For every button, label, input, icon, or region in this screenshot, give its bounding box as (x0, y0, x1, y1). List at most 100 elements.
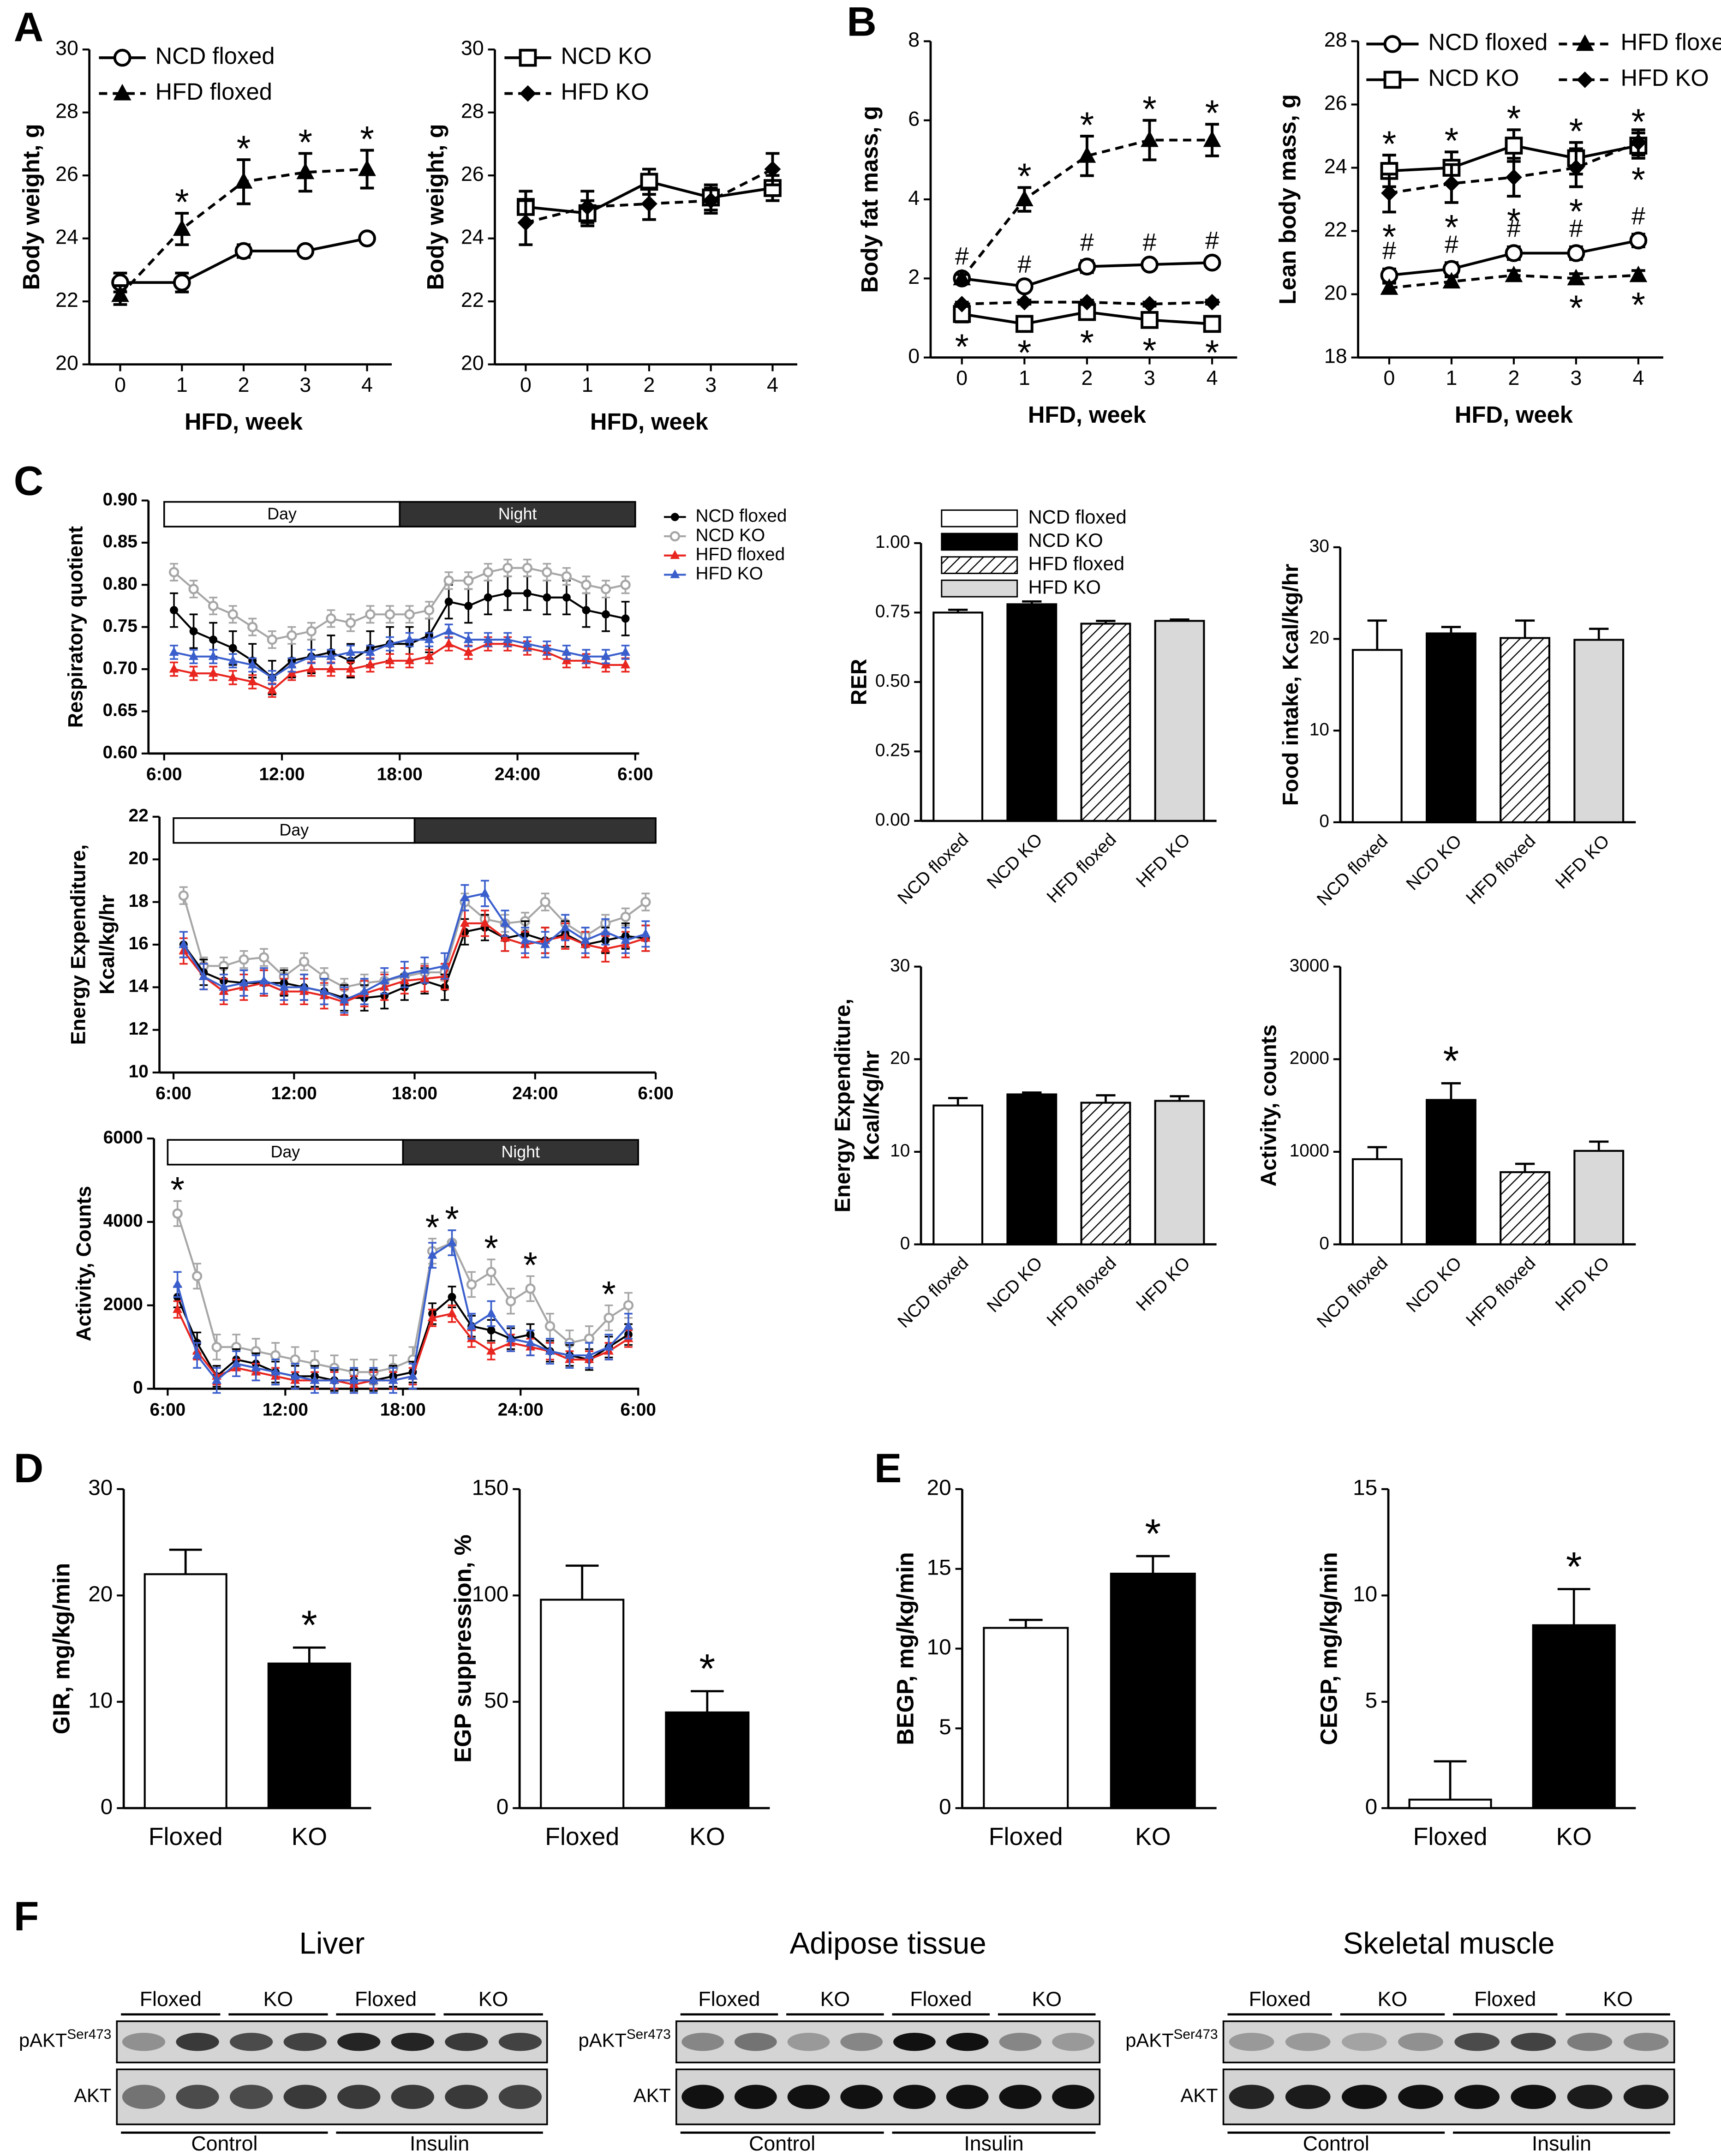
significance-mark: * (523, 1245, 538, 1285)
y-tick-label: 6 (908, 108, 920, 131)
x-tick-label: 0 (520, 374, 532, 396)
marker (517, 214, 534, 231)
x-tick-label: 4 (1632, 367, 1644, 389)
significance-mark: * (360, 119, 374, 160)
significance-mark: * (1445, 120, 1459, 161)
marker (1015, 277, 1034, 295)
marker (191, 1271, 203, 1282)
condition-label: Insulin (410, 2132, 469, 2155)
y-tick-label: 50 (484, 1688, 508, 1713)
y-tick-label: 24 (461, 226, 484, 248)
significance-mark: # (1080, 228, 1094, 256)
x-tick-label: 0 (114, 374, 126, 396)
condition-label: Control (749, 2132, 815, 2155)
error-bar (1589, 628, 1609, 640)
blot-band (1285, 2084, 1331, 2109)
blot-band (1229, 2033, 1274, 2051)
marker (189, 668, 199, 677)
marker (620, 580, 631, 590)
x-tick-label: NCD KO (1403, 1253, 1466, 1316)
panel-label: A (14, 4, 44, 50)
x-tick-label: 6:00 (155, 1084, 191, 1103)
x-tick-label: Floxed (545, 1823, 619, 1851)
marker (228, 644, 237, 653)
group-label: Floxed (1474, 1988, 1536, 2011)
y-tick-label: 0.70 (103, 658, 137, 678)
blot-band (1342, 2084, 1387, 2109)
y-tick-label: 12 (129, 1019, 149, 1039)
significance-mark: # (1205, 227, 1219, 254)
significance-mark: * (1507, 98, 1521, 139)
marker (358, 229, 376, 248)
marker (579, 198, 596, 216)
blot-band (946, 2033, 989, 2051)
significance-mark: * (1569, 111, 1584, 152)
marker (580, 934, 591, 944)
x-tick-label: 24:00 (512, 1084, 558, 1103)
bar (665, 1711, 750, 1809)
significance-mark: * (699, 1646, 715, 1692)
legend-label: NCD KO (1028, 529, 1103, 551)
marker (326, 613, 336, 624)
bar (143, 1573, 227, 1809)
marker (346, 647, 356, 656)
row-label-text: pAKT (1125, 2030, 1173, 2051)
group-label: KO (1032, 1988, 1062, 2011)
row-label: pAKTSer473 (1125, 2027, 1218, 2051)
legend-label: HFD KO (1621, 65, 1709, 91)
legend-swatch (941, 556, 1018, 574)
x-axis-label: HFD, week (1455, 401, 1573, 428)
marker (287, 630, 297, 641)
error-bar (1515, 1162, 1535, 1173)
x-tick-label: 24:00 (498, 1400, 544, 1419)
marker (326, 664, 336, 673)
series-line (961, 138, 1213, 280)
y-tick-label: 0 (101, 1795, 113, 1819)
period-label: Day (267, 504, 297, 523)
marker (239, 954, 249, 965)
y-tick-label: 20 (461, 352, 484, 374)
blot-band (391, 2033, 434, 2051)
row-label-text: pAKT (579, 2030, 627, 2051)
y-tick-label: 20 (1309, 628, 1329, 648)
significance-mark: * (425, 1207, 440, 1248)
significance-mark: * (1145, 1510, 1161, 1557)
y-tick-label: 22 (129, 806, 149, 826)
marker (540, 897, 550, 907)
y-tick-label: 0 (939, 1795, 951, 1819)
marker (523, 589, 532, 598)
error-bar (565, 1564, 599, 1600)
series-line (173, 592, 626, 679)
marker (621, 614, 630, 623)
period-label: Night (502, 1143, 540, 1161)
marker (463, 575, 474, 586)
blot-band (893, 2033, 936, 2051)
marker (483, 567, 493, 578)
period-bar (167, 1139, 404, 1166)
marker (621, 934, 631, 944)
blot-band (1623, 2033, 1669, 2051)
blot-band (1052, 2084, 1094, 2109)
y-tick-label: 0.75 (875, 602, 910, 622)
row-label: pAKTSer473 (19, 2027, 111, 2051)
error-bar (1434, 1760, 1467, 1800)
marker (448, 1293, 456, 1301)
marker (1381, 185, 1398, 202)
x-tick-label: 6:00 (146, 765, 182, 785)
marker (543, 593, 551, 602)
marker (170, 606, 179, 615)
row-label-sup: Ser473 (67, 2027, 111, 2042)
marker (296, 162, 315, 180)
marker (526, 1337, 535, 1347)
marker (581, 580, 592, 590)
marker (502, 634, 513, 643)
marker (1203, 130, 1221, 147)
y-tick-label: 0.75 (103, 616, 137, 636)
significance-mark: * (1445, 208, 1458, 247)
y-tick-label: 18 (1324, 345, 1347, 368)
y-tick-label: 1.00 (875, 532, 910, 552)
x-axis-label: HFD, week (590, 408, 709, 435)
marker (258, 952, 269, 963)
marker (404, 609, 415, 620)
